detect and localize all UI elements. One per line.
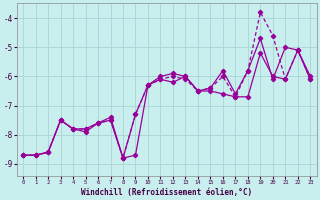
X-axis label: Windchill (Refroidissement éolien,°C): Windchill (Refroidissement éolien,°C) <box>81 188 252 197</box>
